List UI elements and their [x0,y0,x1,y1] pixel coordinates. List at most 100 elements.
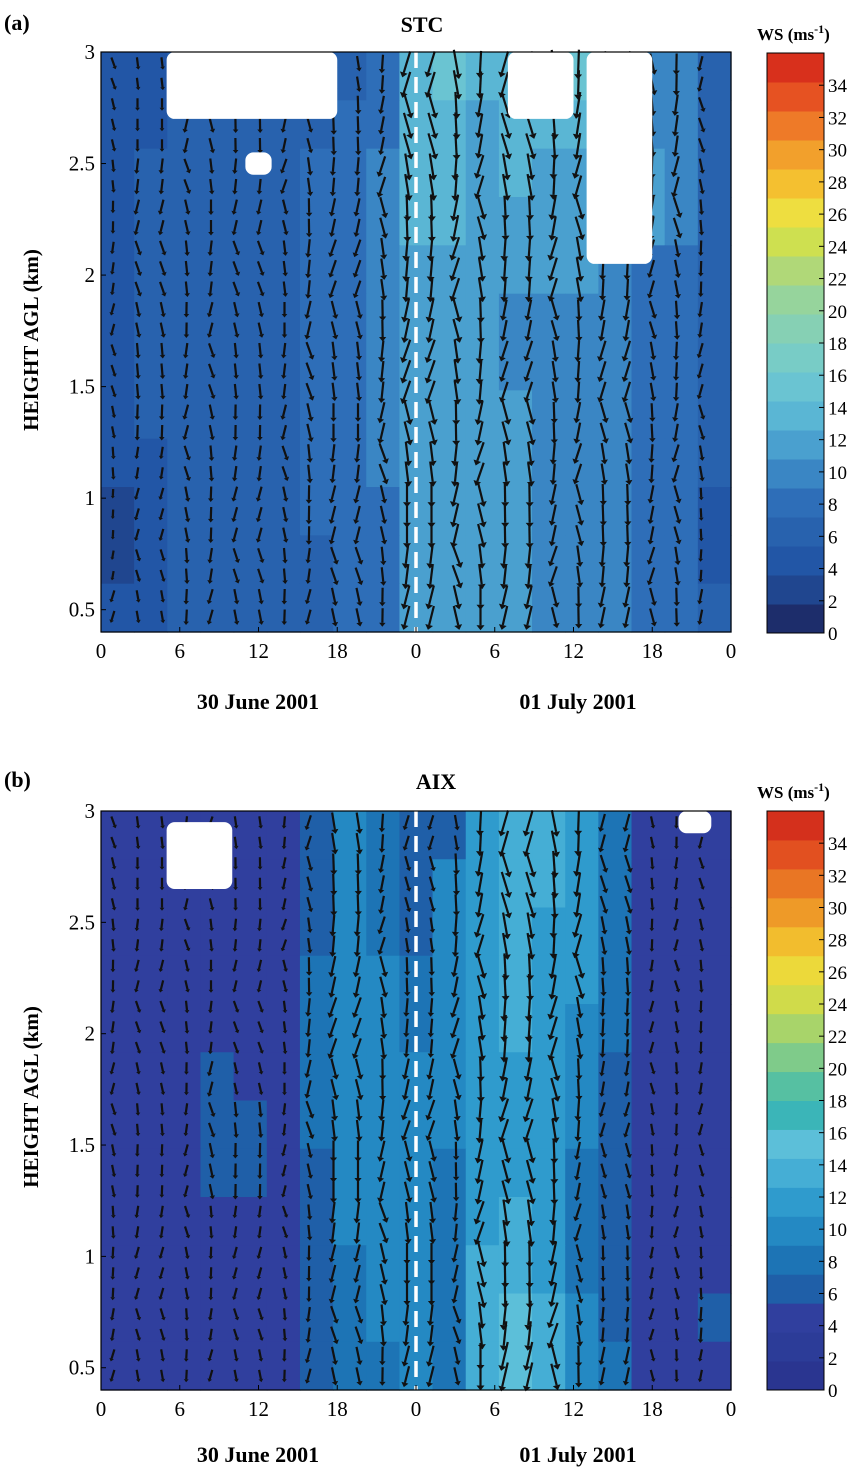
panel-a-speed-cell [433,342,467,391]
panel-b-speed-cell [433,1294,467,1343]
panel-b-speed-cell [565,1245,599,1294]
panel-b-colorbar-tick-label: 6 [828,1285,838,1306]
panel-b-missing-data-region [679,811,712,833]
panel-b-colorbar-segment [767,1274,824,1303]
panel-a-colorbar-segment [767,256,824,286]
panel-a-y-tick-label: 2 [85,263,96,287]
panel-a-speed-cell [665,535,699,584]
panel-a-speed-cell [532,197,566,246]
panel-a-speed-cell [101,439,135,488]
panel-a-speed-cell [532,535,566,584]
panel-b-missing-data-region [167,822,233,889]
panel-a-speed-cell [101,100,135,149]
panel-b-speed-cell [333,1342,367,1391]
panel-a-colorbar-segment [767,343,824,373]
panel-a-colorbar-tick-label: 0 [828,624,838,645]
panel-b-speed-cell [565,811,599,860]
panel-a-y-tick-label: 0.5 [69,598,95,622]
panel-a-speed-cell [632,390,666,439]
panel-b-speed-cell [167,908,201,957]
panel-a-x-tick-label: 18 [327,639,348,663]
panel-b-speed-cell [632,956,666,1005]
panel-a-speed-cell [333,535,367,584]
panel-b-colorbar-tick-label: 26 [828,963,847,984]
panel-b-speed-cell [167,1101,201,1150]
panel-b-colorbar-segment [767,1072,824,1101]
panel-a-speed-cell [433,439,467,488]
panel-a-colorbar-segment [767,488,824,518]
panel-a-colorbar-tick-label: 14 [828,398,848,419]
panel-a-speed-cell [234,584,268,633]
panel-a-colorbar-tick-label: 6 [828,527,838,548]
panel-b-colorbar-segment [767,1332,824,1361]
panel-a-speed-cell [333,52,367,101]
panel-a-speed-cell [200,535,234,584]
panel-a-speed-cell [200,390,234,439]
panel-a-speed-cell [466,245,500,294]
panel-a-speed-cell [200,294,234,343]
panel-a-missing-data-region [245,152,271,174]
panel-a-title: STC [401,12,444,37]
panel-b-speed-cell [532,1052,566,1101]
panel-b-speed-cell [698,1294,732,1343]
panel-b-colorbar-tick-label: 16 [828,1124,847,1145]
panel-a-speed-cell [665,294,699,343]
panel-b-letter: (b) [4,767,31,792]
panel-a-colorbar-segment [767,459,824,489]
panel-a-speed-cell [200,439,234,488]
panel-a-colorbar-tick-label: 24 [828,237,848,258]
panel-b-speed-cell [200,1342,234,1391]
panel-b-speed-cell [200,1052,234,1101]
panel-a-speed-cell [200,197,234,246]
panel-a-y-tick-label: 1 [85,486,96,510]
panel-b-colorbar-tick-label: 28 [828,931,847,952]
panel-b-x-tick-label: 0 [411,1397,422,1421]
panel-a-colorbar-segment [767,430,824,460]
panel-b-speed-cell [632,1294,666,1343]
panel-b-colorbar-segment [767,869,824,898]
panel-b-speed-cell [333,908,367,957]
panel-b-colorbar-segment [767,985,824,1014]
panel-b-speed-cell [698,956,732,1005]
panel-b-date-label-2: 01 July 2001 [519,1442,636,1467]
panel-b-colorbar-tick-label: 12 [828,1188,847,1209]
panel-a-speed-cell [101,294,135,343]
panel-a-speed-cell [632,487,666,536]
panel-a-speed-cell [698,535,732,584]
panel-b-colorbar-tick-label: 2 [828,1349,838,1370]
panel-b-speed-cell [665,1245,699,1294]
panel-a-speed-cell [698,197,732,246]
panel-b-speed-cell [300,908,334,957]
panel-a-speed-cell [698,487,732,536]
panel-b-speed-cell [300,1197,334,1246]
panel-b-speed-cell [101,1294,135,1343]
panel-a-speed-cell [532,245,566,294]
panel-a-speed-cell [167,487,201,536]
panel-a-speed-cell [300,390,334,439]
panel-b-y-axis-label: HEIGHT AGL (km) [19,1006,43,1188]
panel-a-speed-cell [101,584,135,633]
panel-b-speed-cell [433,956,467,1005]
panel-b-speed-cell [234,908,268,957]
panel-a-speed-cell [532,294,566,343]
panel-b-speed-cell [300,1101,334,1150]
panel-a-speed-cell [300,342,334,391]
panel-b-speed-cell [300,1294,334,1343]
panel-b-speed-cell [632,1197,666,1246]
panel-a-speed-cell [632,342,666,391]
panel-a-speed-cell [466,342,500,391]
panel-a-speed-cell [466,487,500,536]
panel-b-speed-cell [234,956,268,1005]
panel-a-speed-cell [665,100,699,149]
panel-a-speed-cell [134,149,168,198]
panel-b-speed-cell [433,1342,467,1391]
panel-b-speed-cell [698,1052,732,1101]
panel-a-y-tick-label: 2.5 [69,152,95,176]
panel-b-speed-cell [433,811,467,860]
panel-b-colorbar-tick-label: 34 [828,834,848,855]
panel-b-speed-cell [300,1149,334,1198]
panel-b-speed-cell [532,1197,566,1246]
panel-b-speed-cell [167,956,201,1005]
